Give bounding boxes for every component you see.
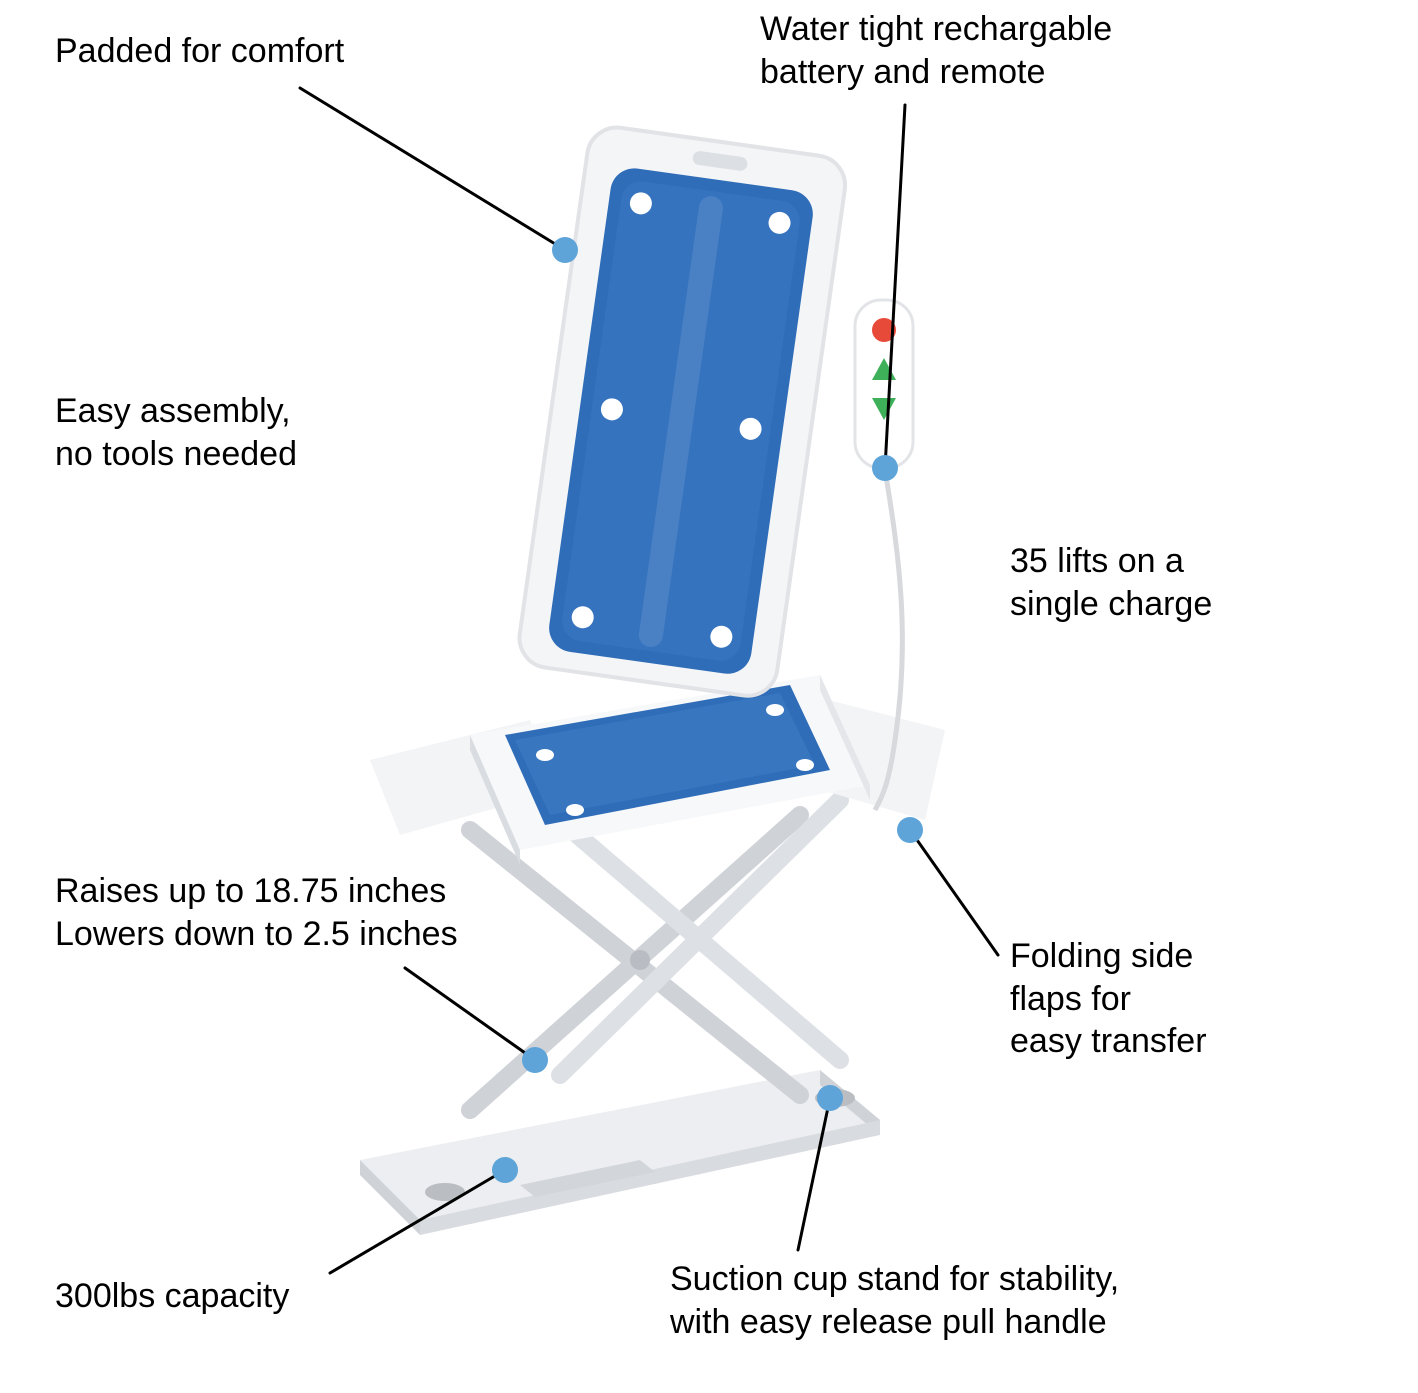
- callout-line-raises: [405, 968, 535, 1060]
- callout-label-assembly: Easy assembly, no tools needed: [55, 390, 297, 475]
- callout-line-capacity: [330, 1170, 505, 1273]
- callout-line-flaps: [910, 830, 998, 955]
- callout-line-padded: [300, 88, 565, 250]
- callout-label-raises: Raises up to 18.75 inches Lowers down to…: [55, 870, 458, 955]
- callout-label-flaps: Folding side flaps for easy transfer: [1010, 935, 1207, 1063]
- callout-layer: [0, 0, 1418, 1393]
- callout-line-battery: [885, 105, 905, 468]
- callout-label-battery: Water tight rechargable battery and remo…: [760, 8, 1112, 93]
- callout-label-suction: Suction cup stand for stability, with ea…: [670, 1258, 1119, 1343]
- callout-dot-padded: [552, 237, 578, 263]
- callout-label-capacity: 300lbs capacity: [55, 1275, 289, 1318]
- callout-label-lifts: 35 lifts on a single charge: [1010, 540, 1212, 625]
- callout-dot-flaps: [897, 817, 923, 843]
- callout-dot-capacity: [492, 1157, 518, 1183]
- callout-line-suction: [798, 1098, 830, 1250]
- callout-label-padded: Padded for comfort: [55, 30, 344, 73]
- callout-dot-suction: [817, 1085, 843, 1111]
- callout-dot-battery: [872, 455, 898, 481]
- infographic-canvas: Padded for comfort Water tight rechargabl…: [0, 0, 1418, 1393]
- callout-dot-raises: [522, 1047, 548, 1073]
